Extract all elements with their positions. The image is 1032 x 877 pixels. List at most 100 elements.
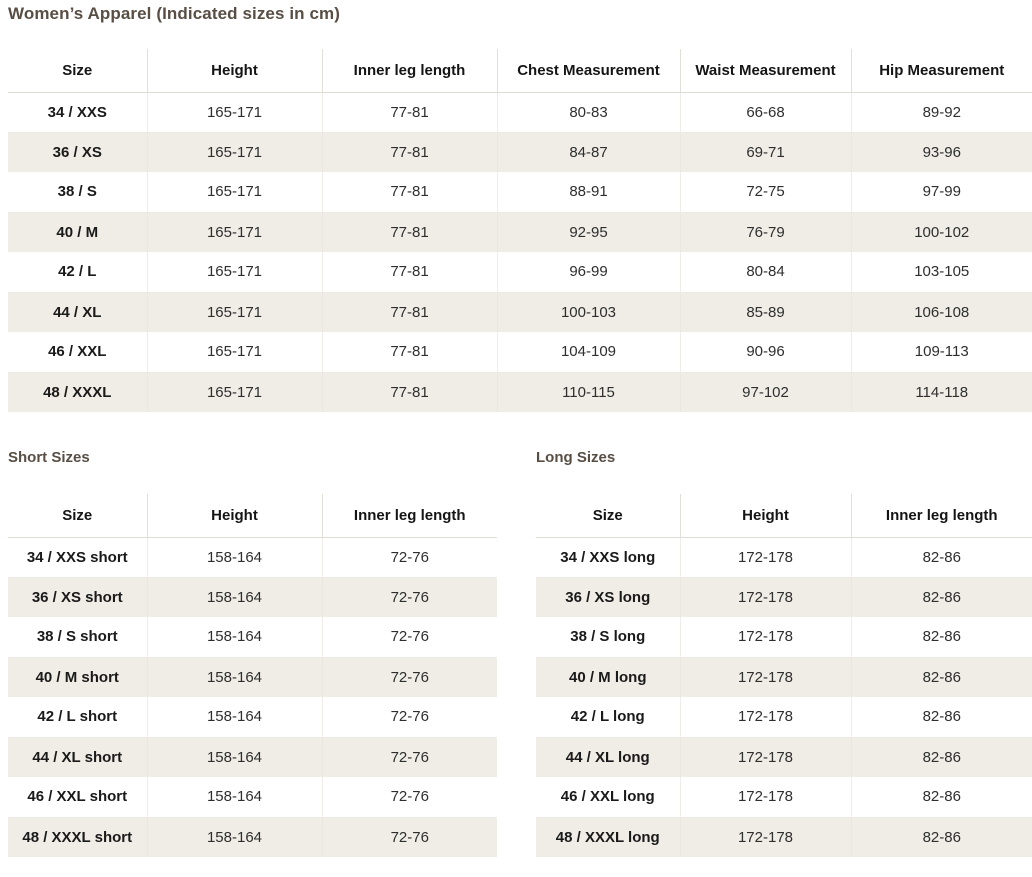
- column-header: Chest Measurement: [496, 49, 680, 93]
- table-row: 48 / XXXL long 172-178 82-86: [536, 817, 1032, 857]
- value-cell: 77-81: [321, 332, 497, 373]
- short-sizes-table: Size Height Inner leg length 34 / XXS short…: [8, 494, 497, 857]
- table-row: 44 / XL 165-171 77-81 100-103 85-89 106-108: [8, 292, 1032, 332]
- header-row: Size Height Inner leg length Chest Measurem…: [8, 49, 1032, 93]
- value-cell: 158-164: [146, 657, 322, 697]
- column-header: Height: [146, 49, 322, 93]
- table-row: 46 / XXL long 172-178 82-86: [536, 777, 1032, 818]
- column-header: Waist Measurement: [679, 49, 851, 93]
- size-cell: 36 / XS long: [536, 577, 680, 617]
- table-row: 42 / L short 158-164 72-76: [8, 697, 497, 738]
- value-cell: 82-86: [850, 657, 1032, 697]
- value-cell: 82-86: [850, 817, 1032, 857]
- value-cell: 97-99: [850, 172, 1032, 213]
- column-header: Inner leg length: [321, 494, 497, 538]
- value-cell: 158-164: [146, 817, 322, 857]
- value-cell: 165-171: [146, 332, 322, 373]
- value-cell: 165-171: [146, 212, 322, 252]
- value-cell: 72-76: [321, 697, 497, 738]
- size-cell: 36 / XS: [8, 132, 147, 172]
- size-cell: 34 / XXS: [8, 92, 147, 133]
- table-row: 38 / S 165-171 77-81 88-91 72-75 97-99: [8, 172, 1032, 213]
- table-row: 42 / L 165-171 77-81 96-99 80-84 103-105: [8, 252, 1032, 293]
- size-cell: 38 / S: [8, 172, 147, 213]
- value-cell: 165-171: [146, 292, 322, 332]
- value-cell: 82-86: [850, 697, 1032, 738]
- value-cell: 172-178: [679, 577, 851, 617]
- value-cell: 80-84: [679, 252, 851, 293]
- size-cell: 40 / M: [8, 212, 147, 252]
- value-cell: 84-87: [496, 132, 680, 172]
- value-cell: 165-171: [146, 252, 322, 293]
- column-header: Inner leg length: [321, 49, 497, 93]
- table-row: 34 / XXS 165-171 77-81 80-83 66-68 89-92: [8, 92, 1032, 133]
- value-cell: 172-178: [679, 617, 851, 658]
- column-header: Height: [679, 494, 851, 538]
- table-row: 36 / XS short 158-164 72-76: [8, 577, 497, 617]
- value-cell: 172-178: [679, 697, 851, 738]
- size-cell: 36 / XS short: [8, 577, 147, 617]
- value-cell: 88-91: [496, 172, 680, 213]
- value-cell: 72-76: [321, 657, 497, 697]
- value-cell: 109-113: [850, 332, 1032, 373]
- value-cell: 165-171: [146, 92, 322, 133]
- value-cell: 165-171: [146, 172, 322, 213]
- value-cell: 114-118: [850, 372, 1032, 412]
- long-sizes-heading: Long Sizes: [536, 449, 616, 466]
- table-row: 38 / S short 158-164 72-76: [8, 617, 497, 658]
- table-row: 38 / S long 172-178 82-86: [536, 617, 1032, 658]
- value-cell: 104-109: [496, 332, 680, 373]
- value-cell: 72-76: [321, 577, 497, 617]
- value-cell: 100-103: [496, 292, 680, 332]
- column-header: Hip Measurement: [850, 49, 1032, 93]
- table-row: 40 / M 165-171 77-81 92-95 76-79 100-102: [8, 212, 1032, 252]
- header-row: Size Height Inner leg length: [8, 494, 497, 538]
- value-cell: 158-164: [146, 577, 322, 617]
- value-cell: 172-178: [679, 737, 851, 777]
- column-header: Size: [8, 49, 147, 93]
- value-cell: 77-81: [321, 372, 497, 412]
- table-row: 46 / XXL 165-171 77-81 104-109 90-96 109-113: [8, 332, 1032, 373]
- long-sizes-block: Long Sizes Size Height Inner leg length 34 …: [536, 449, 1032, 857]
- size-cell: 40 / M long: [536, 657, 680, 697]
- value-cell: 72-75: [679, 172, 851, 213]
- value-cell: 80-83: [496, 92, 680, 133]
- value-cell: 77-81: [321, 92, 497, 133]
- value-cell: 158-164: [146, 617, 322, 658]
- value-cell: 82-86: [850, 577, 1032, 617]
- value-cell: 66-68: [679, 92, 851, 133]
- short-sizes-block: Short Sizes Size Height Inner leg length 34…: [8, 449, 497, 857]
- value-cell: 96-99: [496, 252, 680, 293]
- size-cell: 42 / L long: [536, 697, 680, 738]
- size-cell: 46 / XXL long: [536, 777, 680, 818]
- table-row: 36 / XS long 172-178 82-86: [536, 577, 1032, 617]
- size-cell: 46 / XXL short: [8, 777, 147, 818]
- header-row: Size Height Inner leg length: [536, 494, 1032, 538]
- size-cell: 42 / L short: [8, 697, 147, 738]
- value-cell: 77-81: [321, 212, 497, 252]
- value-cell: 158-164: [146, 777, 322, 818]
- size-cell: 34 / XXS long: [536, 537, 680, 578]
- page-title: Women’s Apparel (Indicated sizes in cm): [8, 4, 341, 23]
- table-row: 34 / XXS short 158-164 72-76: [8, 537, 497, 578]
- value-cell: 77-81: [321, 292, 497, 332]
- value-cell: 93-96: [850, 132, 1032, 172]
- value-cell: 97-102: [679, 372, 851, 412]
- table-row: 40 / M long 172-178 82-86: [536, 657, 1032, 697]
- table-row: 36 / XS 165-171 77-81 84-87 69-71 93-96: [8, 132, 1032, 172]
- table-row: 40 / M short 158-164 72-76: [8, 657, 497, 697]
- value-cell: 72-76: [321, 777, 497, 818]
- value-cell: 72-76: [321, 537, 497, 578]
- value-cell: 82-86: [850, 537, 1032, 578]
- value-cell: 158-164: [146, 697, 322, 738]
- value-cell: 172-178: [679, 817, 851, 857]
- value-cell: 165-171: [146, 372, 322, 412]
- size-cell: 42 / L: [8, 252, 147, 293]
- value-cell: 82-86: [850, 777, 1032, 818]
- value-cell: 72-76: [321, 617, 497, 658]
- value-cell: 90-96: [679, 332, 851, 373]
- value-cell: 172-178: [679, 777, 851, 818]
- size-cell: 48 / XXXL short: [8, 817, 147, 857]
- long-sizes-table: Size Height Inner leg length 34 / XXS long 1…: [536, 494, 1032, 857]
- short-sizes-heading: Short Sizes: [8, 449, 90, 466]
